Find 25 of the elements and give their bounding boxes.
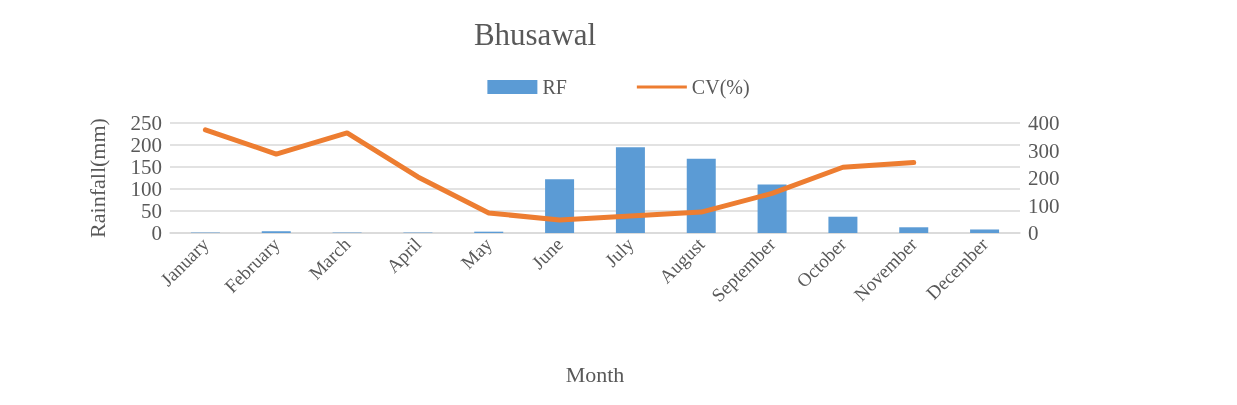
bar bbox=[545, 179, 575, 233]
y-tick-label: 50 bbox=[141, 199, 162, 223]
x-tick-label: June bbox=[527, 233, 568, 274]
y-axis-title: Rainfall(mm) bbox=[84, 118, 110, 238]
y2-tick-label: 200 bbox=[1028, 166, 1060, 190]
bar bbox=[899, 227, 929, 233]
bar bbox=[686, 158, 716, 233]
y-tick-label: 200 bbox=[130, 133, 162, 157]
x-tick-label: July bbox=[600, 233, 639, 271]
bar bbox=[970, 229, 1000, 233]
y2-tick-label: 300 bbox=[1028, 138, 1060, 163]
legend-label: RF bbox=[542, 76, 567, 98]
y2-tick-label: 0 bbox=[1028, 221, 1039, 245]
y-tick-label: 150 bbox=[130, 155, 162, 179]
y-tick-label: 250 bbox=[130, 111, 162, 135]
x-axis-title: Month bbox=[565, 361, 625, 387]
y-tick-label: 100 bbox=[130, 177, 162, 201]
x-tick-label: May bbox=[456, 233, 497, 274]
y2-tick-label: 100 bbox=[1028, 193, 1060, 218]
bar bbox=[828, 216, 858, 233]
bar bbox=[615, 147, 645, 233]
chart-title: Bhusawal bbox=[473, 17, 597, 52]
legend-label: CV(%) bbox=[691, 76, 750, 99]
y2-tick-label: 400 bbox=[1028, 111, 1060, 135]
y-tick-label: 0 bbox=[151, 221, 162, 245]
